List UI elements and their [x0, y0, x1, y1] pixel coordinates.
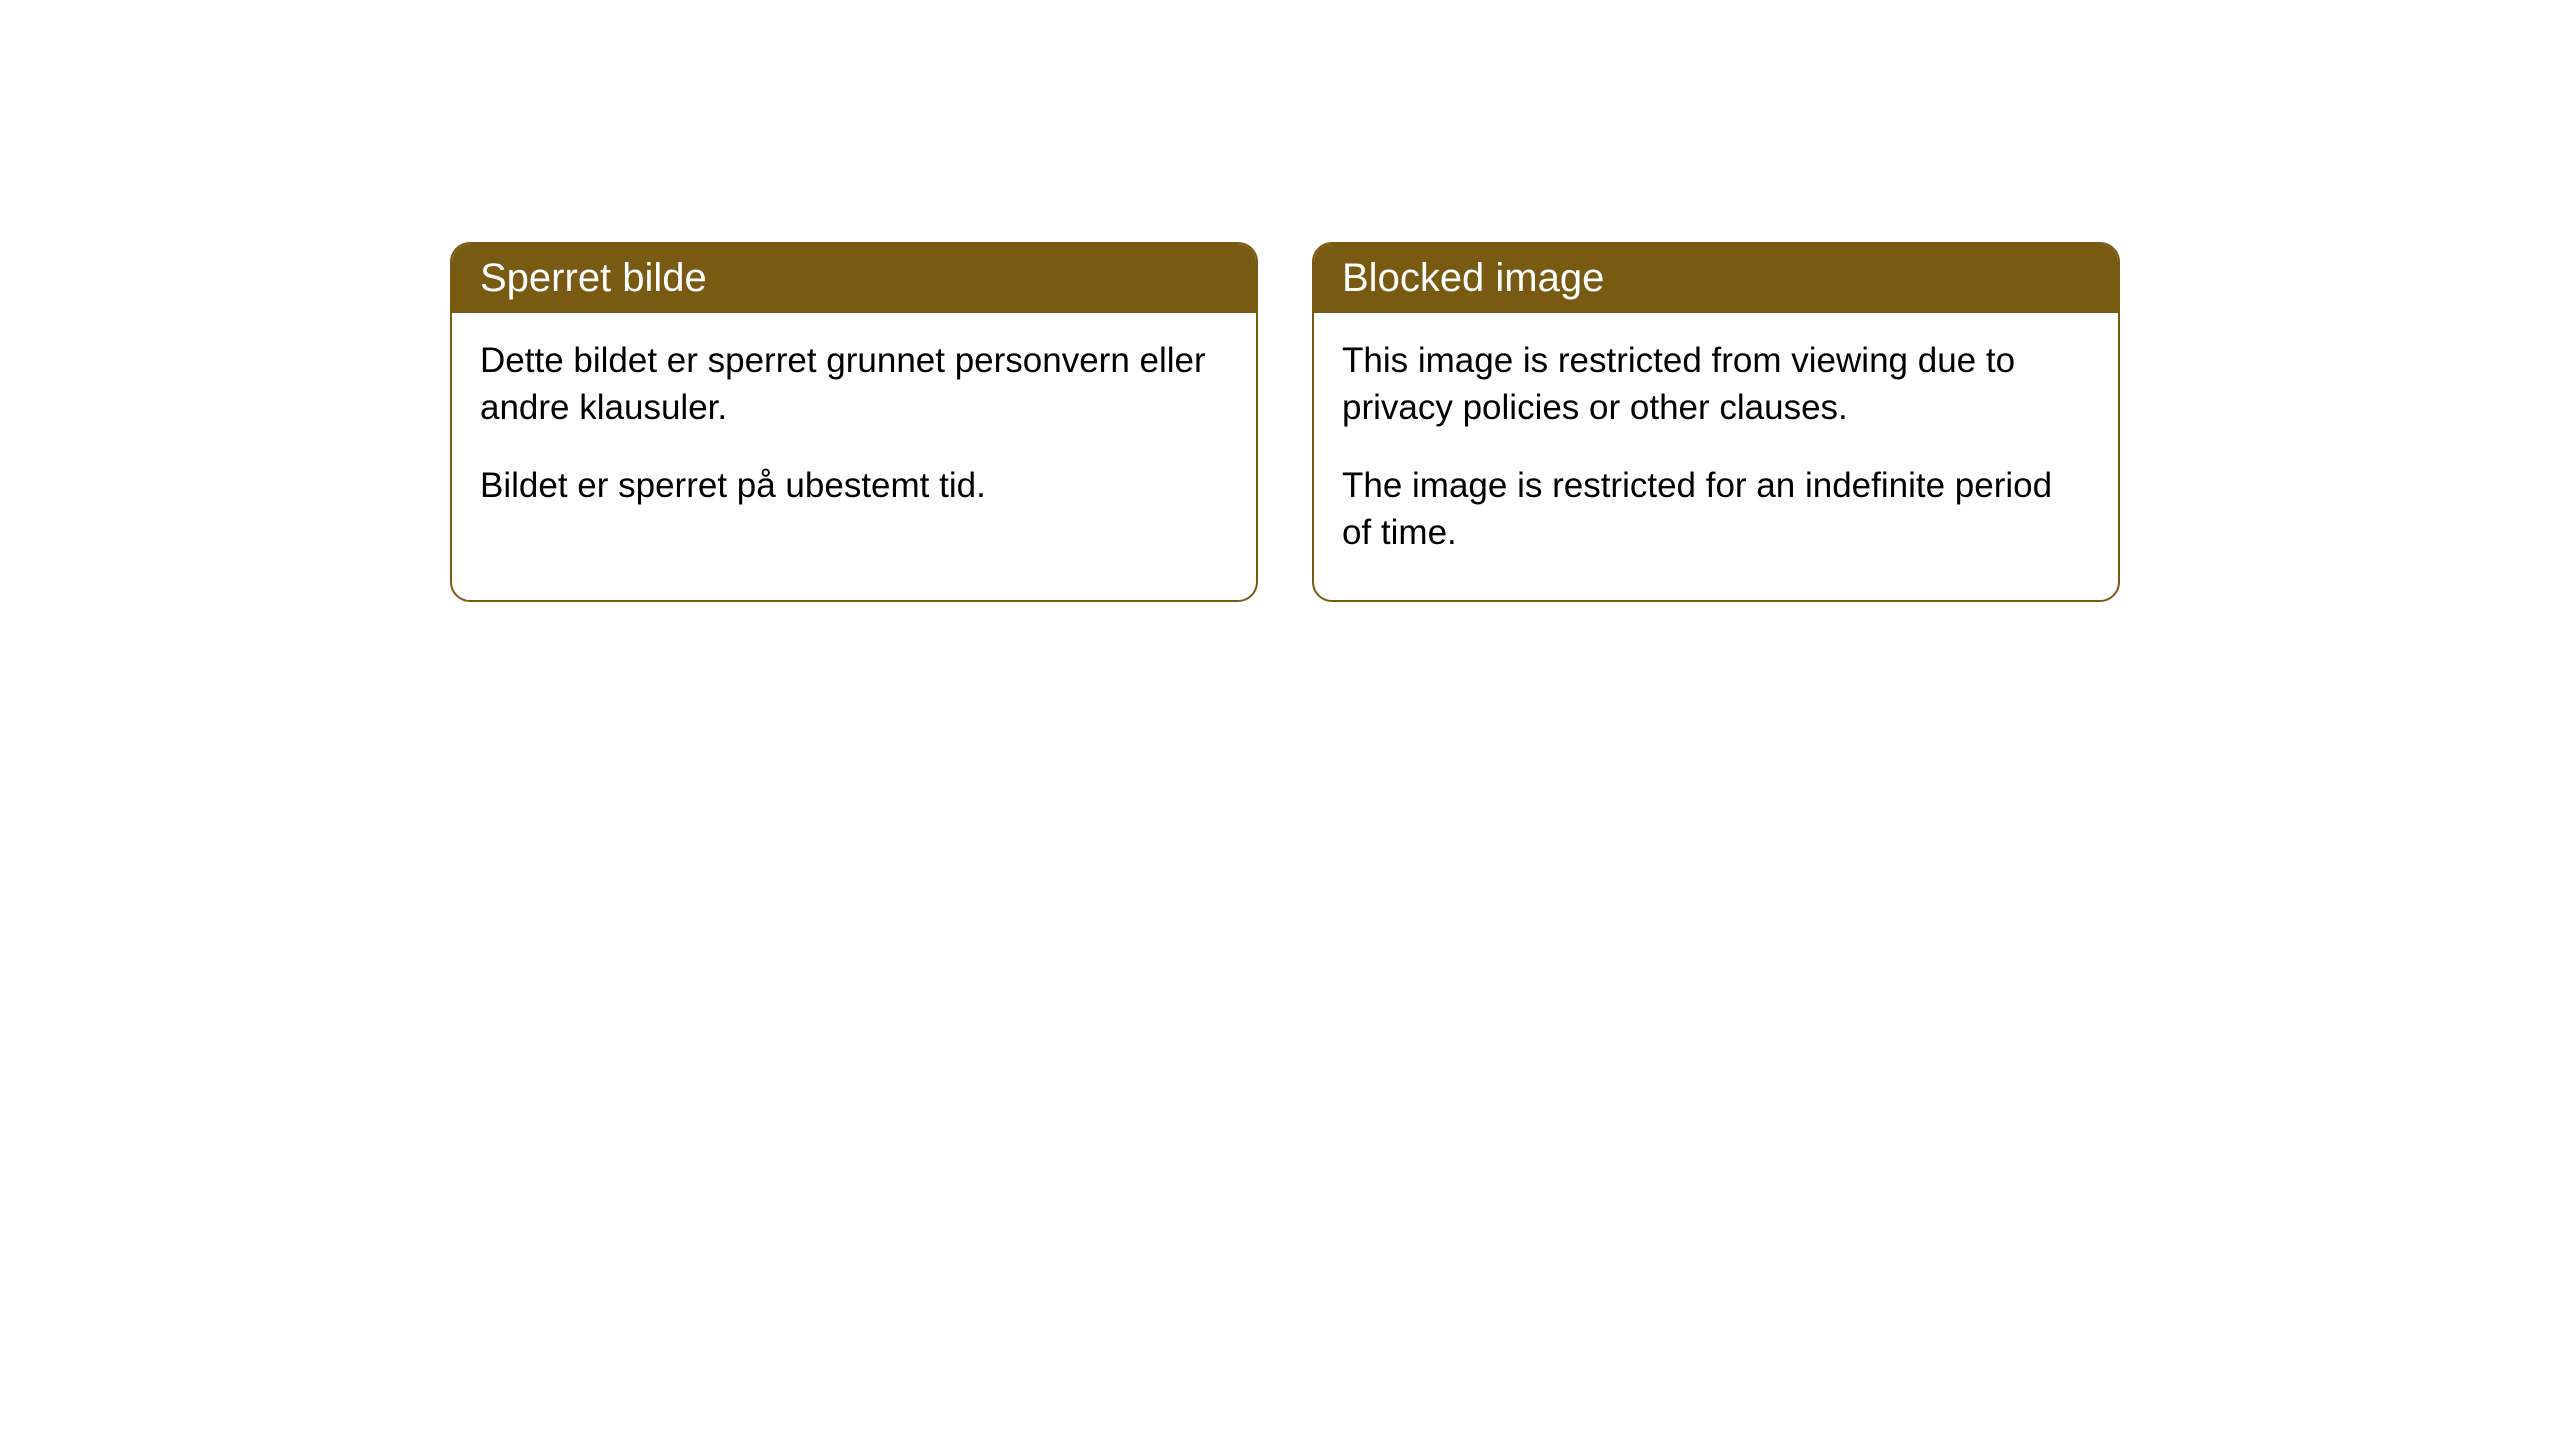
card-body: Dette bildet er sperret grunnet personve…: [452, 313, 1256, 553]
card-paragraph: This image is restricted from viewing du…: [1342, 337, 2090, 432]
card-paragraph: Bildet er sperret på ubestemt tid.: [480, 462, 1228, 509]
card-paragraph: The image is restricted for an indefinit…: [1342, 462, 2090, 557]
card-header: Blocked image: [1314, 244, 2118, 313]
card-title: Sperret bilde: [480, 256, 707, 300]
notice-cards-container: Sperret bilde Dette bildet er sperret gr…: [0, 0, 2560, 602]
notice-card-norwegian: Sperret bilde Dette bildet er sperret gr…: [450, 242, 1258, 602]
card-title: Blocked image: [1342, 256, 1604, 300]
card-paragraph: Dette bildet er sperret grunnet personve…: [480, 337, 1228, 432]
notice-card-english: Blocked image This image is restricted f…: [1312, 242, 2120, 602]
card-header: Sperret bilde: [452, 244, 1256, 313]
card-body: This image is restricted from viewing du…: [1314, 313, 2118, 600]
